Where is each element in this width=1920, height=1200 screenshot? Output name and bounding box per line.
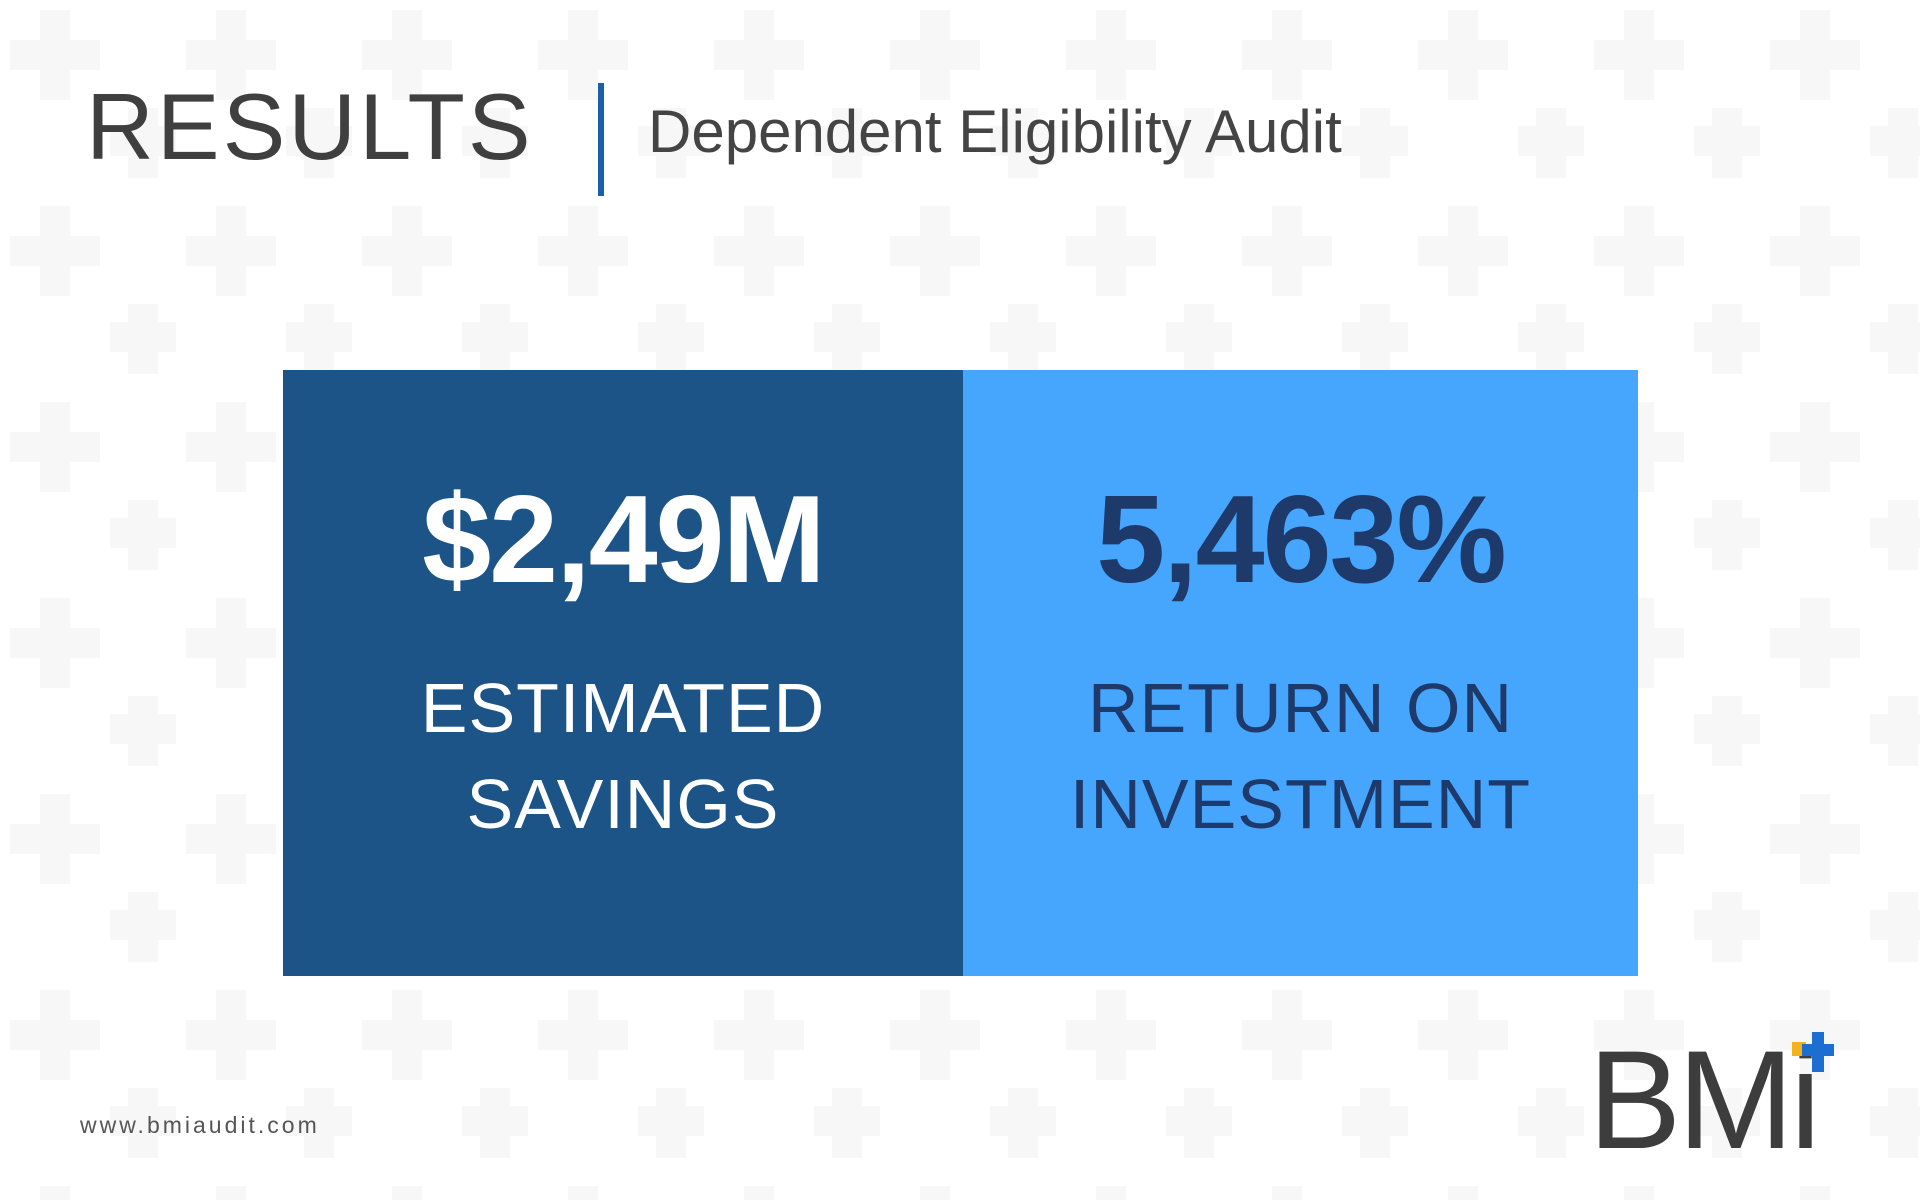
- subtitle: Dependent Eligibility Audit: [648, 98, 1342, 165]
- stat-value: $2,49M: [422, 471, 826, 609]
- stat-panel: $2,49M ESTIMATED SAVINGS: [283, 370, 963, 976]
- title-divider: [598, 83, 604, 196]
- logo-mark: [1792, 1032, 1834, 1072]
- logo-text: BMi: [1588, 1021, 1821, 1178]
- stat-label: ESTIMATED SAVINGS: [420, 669, 826, 843]
- title: RESULTS: [86, 74, 534, 179]
- stat-value: 5,463%: [1096, 471, 1507, 609]
- stat-panel: 5,463% RETURN ON INVESTMENT: [963, 370, 1638, 976]
- stat-label: RETURN ON INVESTMENT: [1069, 669, 1532, 843]
- website-url: www.bmiaudit.com: [80, 1112, 320, 1138]
